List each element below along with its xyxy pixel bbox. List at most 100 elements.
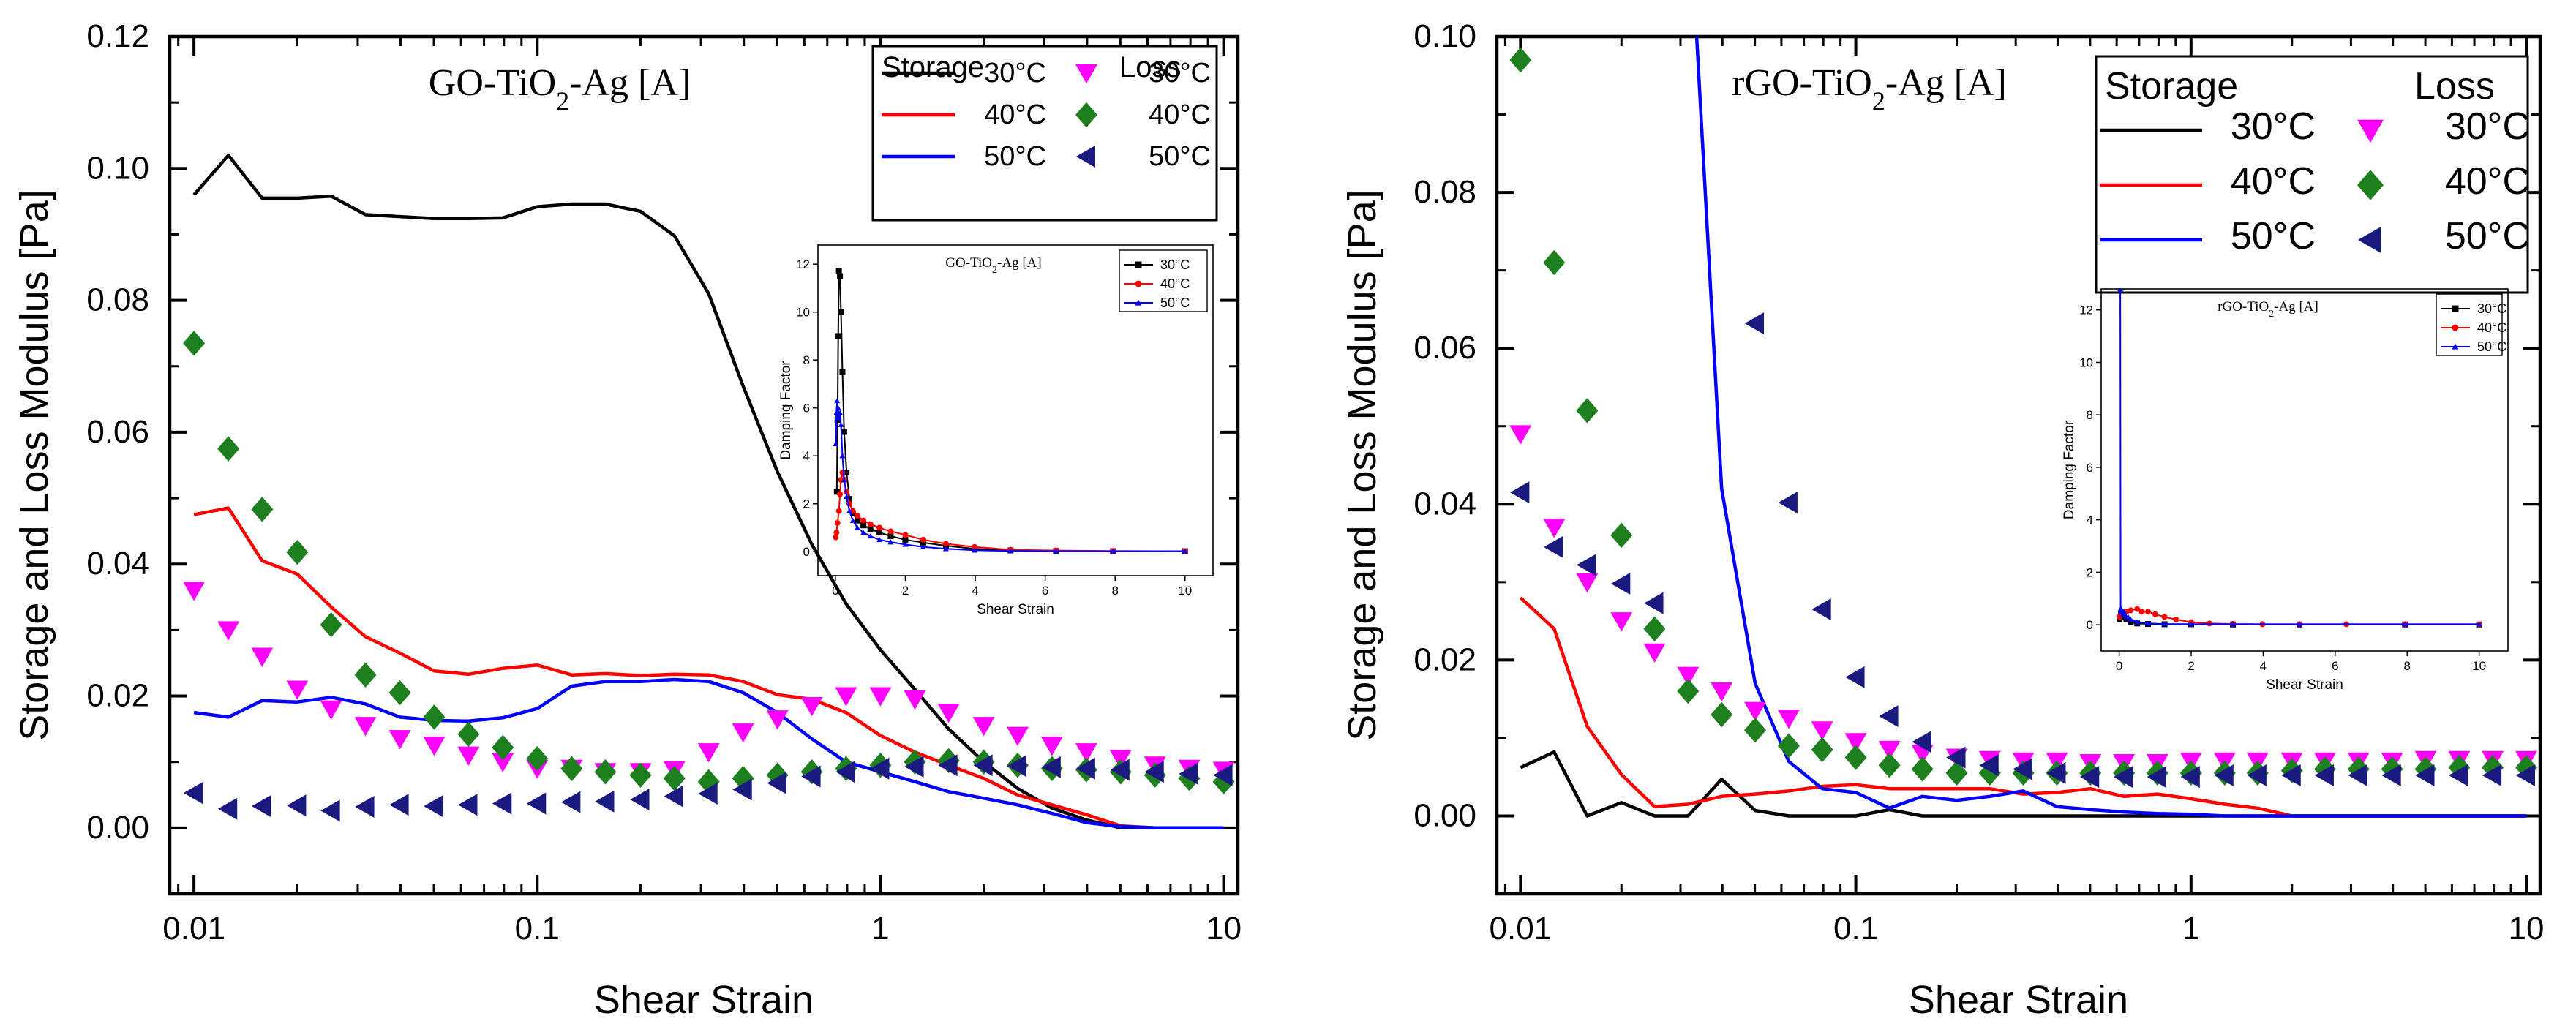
inset-point-30c (867, 526, 874, 532)
loss-point-30c (1777, 710, 1800, 729)
x-tick-label: 10 (1206, 911, 1242, 946)
loss-point-50c (1979, 754, 1999, 777)
chart-title: GO-TiO2-Ag [A] (429, 62, 691, 116)
loss-point-50c (767, 772, 786, 794)
inset-legend-box (2436, 293, 2503, 356)
inset-legend-marker (1135, 261, 1142, 268)
legend-loss-marker (2357, 119, 2384, 143)
chart-go-tio2-ag: 0.00 0.02 0.04 0.06 0.08 0.10 0.12 0.01 0.1 1 10 Sh… (12, 18, 1242, 1022)
loss-point-30c (1075, 743, 1097, 763)
loss-point-40c (457, 721, 480, 748)
loss-point-40c (388, 680, 411, 706)
inset-point-40c (2173, 616, 2179, 622)
inset-x-tick-label: 10 (1178, 584, 1192, 598)
legend-loss-marker (1075, 64, 1097, 84)
loss-point-50c (2449, 764, 2468, 787)
plot-frame (168, 34, 1240, 896)
inset-title-subscript: 2 (992, 265, 997, 276)
legend-loss-marker (2357, 227, 2381, 253)
loss-point-50c (1644, 592, 1664, 614)
storage-line-50c (193, 677, 1224, 830)
legend-loss-label: 50°C (2445, 215, 2530, 257)
loss-point-40c (629, 762, 652, 788)
legend-storage-label: 50°C (984, 141, 1046, 172)
loss-point-50c (801, 765, 821, 788)
loss-point-50c (698, 782, 718, 805)
loss-point-30c (1610, 612, 1633, 632)
loss-point-30c (732, 723, 754, 743)
inset-point-40c (2207, 620, 2213, 627)
loss-point-30c (251, 647, 274, 667)
inset-point-50c (860, 530, 867, 535)
loss-point-50c (424, 795, 443, 818)
loss-point-30c (1643, 643, 1666, 663)
y-tick-label: 0.04 (1413, 486, 1476, 522)
loss-point-40c (1677, 678, 1700, 704)
loss-point-50c (973, 754, 993, 777)
inset-point-30c (839, 369, 846, 375)
loss-point-30c (1543, 519, 1566, 538)
inset-legend-box (1119, 249, 1208, 312)
inset-y-tick-label: 2 (803, 497, 810, 511)
loss-point-30c (1711, 682, 1733, 702)
inset-legend-label: 30°C (2477, 301, 2506, 316)
inset-point-50c (844, 494, 850, 500)
loss-point-30c (697, 743, 720, 763)
loss-point-40c (286, 539, 309, 565)
inset-point-40c (833, 534, 839, 541)
loss-point-50c (732, 778, 752, 801)
inset-x-tick-label: 0 (2116, 659, 2122, 673)
inset-point-50c (2230, 621, 2237, 627)
inset-point-50c (2117, 289, 2124, 292)
chart-title-text-end: -Ag [A] (569, 62, 691, 104)
loss-point-50c (1811, 598, 1831, 621)
storage-line-40c (193, 506, 1224, 830)
loss-point-50c (1110, 759, 1130, 781)
inset-chart: 0 2 4 6 8 10 12 0 2 4 6 8 10 Shear Strain Damping Fact… (778, 244, 1214, 617)
y-tick-label: 0.04 (86, 546, 149, 582)
legend-loss-heading: Loss (1119, 51, 1182, 83)
loss-point-50c (1778, 492, 1798, 514)
inset-y-tick-label: 0 (803, 545, 810, 559)
inset-title: GO-TiO2-Ag [A] (945, 255, 1041, 276)
chart-title-text-end: -Ag [A] (1885, 62, 2007, 104)
legend-loss-heading: Loss (2414, 65, 2495, 108)
legend-loss-label: 30°C (1149, 58, 1211, 89)
inset-x-tick-label: 6 (1042, 584, 1048, 598)
loss-point-40c (251, 497, 274, 522)
inset-y-tick-label: 12 (796, 257, 810, 271)
loss-point-50c (835, 761, 855, 783)
loss-point-30c (354, 717, 377, 737)
inset-point-40c (835, 508, 842, 514)
inset-point-50c (2118, 606, 2125, 611)
inset-y-tick-label: 10 (2079, 355, 2093, 369)
y-tick-label: 0.12 (86, 18, 149, 54)
inset-legend-marker (2452, 343, 2459, 350)
x-tick-label: 1 (2182, 911, 2200, 946)
loss-point-50c (938, 754, 958, 777)
inset-x-tick-label: 2 (2188, 659, 2194, 673)
loss-point-50c (870, 757, 890, 780)
y-tick-label: 0.08 (1413, 174, 1476, 210)
inset-point-40c (834, 519, 841, 526)
loss-point-30c (1040, 737, 1063, 756)
inset-point-50c (839, 453, 846, 459)
inset-y-tick-label: 4 (803, 449, 810, 463)
loss-point-30c (286, 680, 309, 700)
inset-x-tick-label: 4 (972, 584, 978, 598)
loss-point-40c (560, 756, 583, 781)
inset-point-50c (867, 533, 874, 539)
loss-point-40c (492, 734, 514, 761)
loss-point-50c (1845, 666, 1865, 688)
y-tick-label: 0.10 (86, 150, 149, 186)
inset-point-40c (920, 536, 926, 543)
chart-title-text: GO-TiO (429, 62, 556, 104)
x-tick-label: 1 (871, 911, 889, 946)
inset-chart: 0 2 4 6 8 10 12 0 2 4 6 8 10 Shear Strain Damping Fact… (2062, 288, 2509, 693)
loss-point-50c (320, 799, 340, 822)
loss-point-50c (2147, 766, 2166, 789)
inset-y-tick-label: 2 (2087, 565, 2093, 579)
x-axis-label: Shear Strain (1909, 978, 2128, 1022)
loss-point-50c (1611, 572, 1631, 595)
